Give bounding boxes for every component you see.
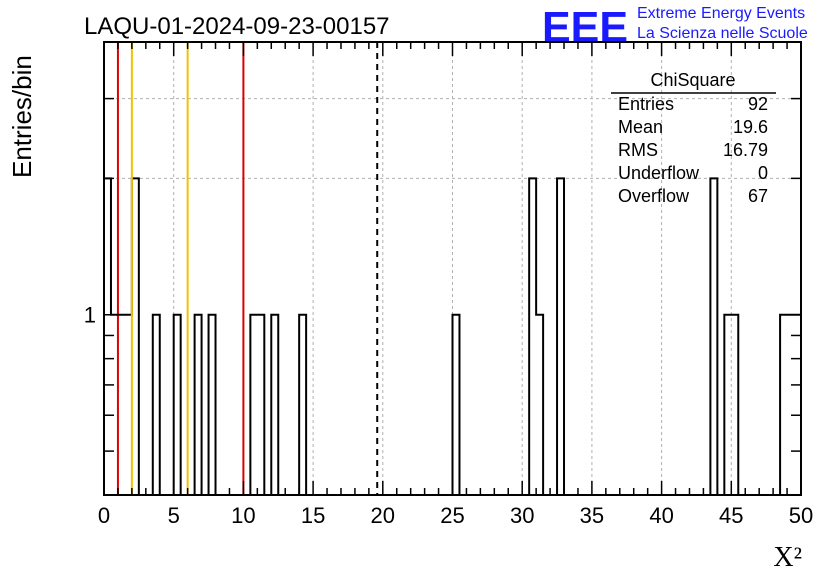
- histogram-bin: [724, 315, 731, 495]
- histogram-bin: [111, 315, 118, 495]
- stats-value: 0: [758, 163, 768, 183]
- eee-logo-line2: La Scienza nelle Scuole: [637, 25, 808, 42]
- stats-label: Underflow: [618, 163, 700, 183]
- histogram-bin: [118, 315, 125, 495]
- x-tick-label: 40: [649, 503, 673, 528]
- stats-value: 19.6: [733, 117, 768, 137]
- eee-logo-line1: Extreme Energy Events: [637, 5, 805, 22]
- stats-value: 16.79: [723, 140, 768, 160]
- grid: [104, 42, 801, 495]
- histogram-outline: [103, 177, 802, 496]
- histogram-bin: [780, 315, 787, 495]
- histogram-bin: [174, 315, 181, 495]
- y-tick-label: 1: [84, 303, 96, 328]
- histogram-bin: [536, 315, 543, 495]
- histogram-bin: [529, 178, 536, 495]
- histogram-bin: [271, 315, 278, 495]
- stats-value: 67: [748, 186, 768, 206]
- histogram-bin: [257, 315, 264, 495]
- histogram-bin: [153, 315, 160, 495]
- histogram-bins: [103, 177, 802, 496]
- x-tick-label: 20: [371, 503, 395, 528]
- run-title: LAQU-01-2024-09-23-00157: [84, 13, 390, 40]
- x-tick-label: 30: [510, 503, 534, 528]
- axes: 0 5 10 15 20 25 30 35 40 45 50 1: [84, 41, 813, 528]
- histogram-bin: [132, 178, 139, 495]
- eee-logo-mark: EEE: [542, 3, 628, 52]
- stats-title: ChiSquare: [650, 70, 735, 90]
- stats-label: RMS: [618, 140, 658, 160]
- histogram-bin: [299, 315, 306, 495]
- histogram-bin: [710, 178, 717, 495]
- x-tick-label: 25: [440, 503, 464, 528]
- histogram-bin: [125, 315, 132, 495]
- x-tick-label: 5: [168, 503, 180, 528]
- stats-label: Overflow: [618, 186, 690, 206]
- stats-value: 92: [748, 94, 768, 114]
- x-tick-label: 15: [301, 503, 325, 528]
- histogram-bin: [557, 178, 564, 495]
- eee-logo: EEE Extreme Energy Events La Scienza nel…: [542, 3, 808, 52]
- stats-label: Mean: [618, 117, 663, 137]
- x-tick-label: 0: [98, 503, 110, 528]
- histogram-bin: [731, 315, 738, 495]
- histogram-bin: [453, 315, 460, 495]
- x-tick-label: 10: [231, 503, 255, 528]
- x-tick-label: 50: [789, 503, 813, 528]
- reference-lines: [116, 42, 379, 495]
- stats-box: ChiSquare Entries 92 Mean 19.6 RMS 16.79 Under…: [611, 70, 776, 206]
- histogram-bin: [209, 315, 216, 495]
- x-axis-label: X²: [773, 542, 802, 572]
- stats-label: Entries: [618, 94, 674, 114]
- histogram-bin: [250, 315, 257, 495]
- x-tick-label: 35: [580, 503, 604, 528]
- histogram-bin: [794, 315, 801, 495]
- histogram-bin: [787, 315, 794, 495]
- histogram-bin: [195, 315, 202, 495]
- x-tick-label: 45: [719, 503, 743, 528]
- histogram-bin: [104, 178, 111, 495]
- y-axis-label: Entries/bin: [7, 55, 37, 178]
